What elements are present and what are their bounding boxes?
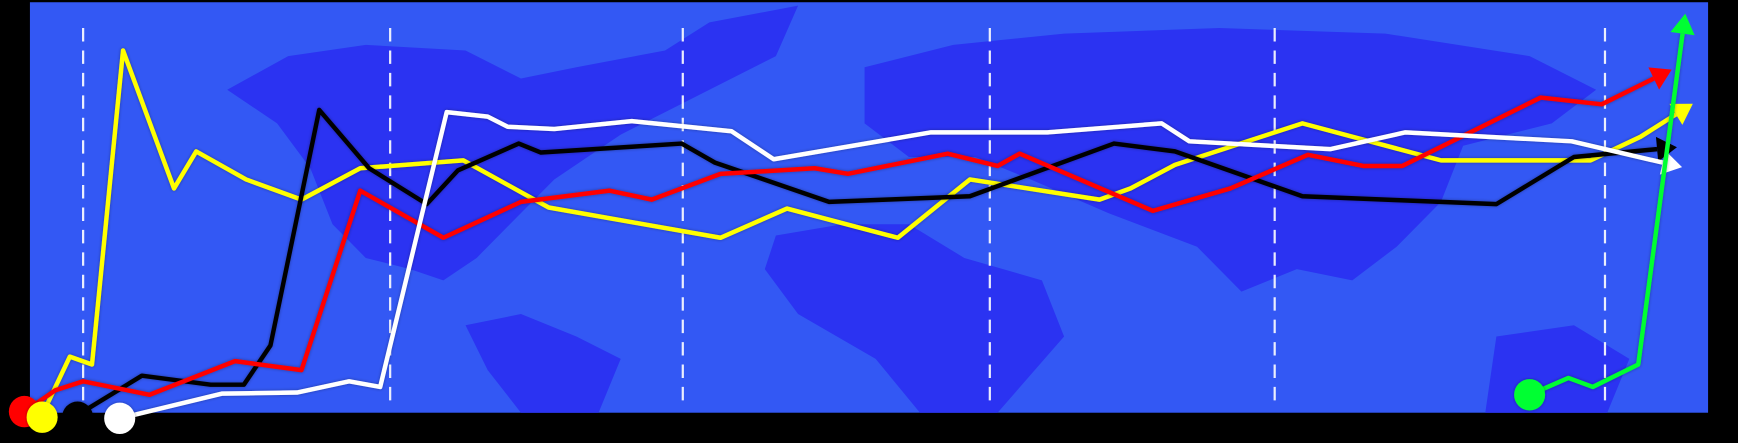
- tracks: [8, 13, 1695, 435]
- arrowhead: [1648, 67, 1672, 90]
- player-token: [26, 401, 58, 433]
- track: [76, 107, 1658, 417]
- track: [23, 76, 1655, 414]
- north-america: [227, 5, 799, 281]
- player-token: [104, 402, 136, 435]
- player-token: [62, 401, 94, 433]
- track: [1528, 33, 1685, 397]
- player-token: [1514, 379, 1546, 411]
- sector-lines: [82, 28, 1607, 410]
- track: [40, 48, 1678, 416]
- arrowhead: [1670, 13, 1695, 36]
- eurasia: [864, 28, 1597, 292]
- track: [119, 109, 1664, 421]
- south-america: [465, 314, 621, 413]
- arrowhead: [1669, 103, 1693, 125]
